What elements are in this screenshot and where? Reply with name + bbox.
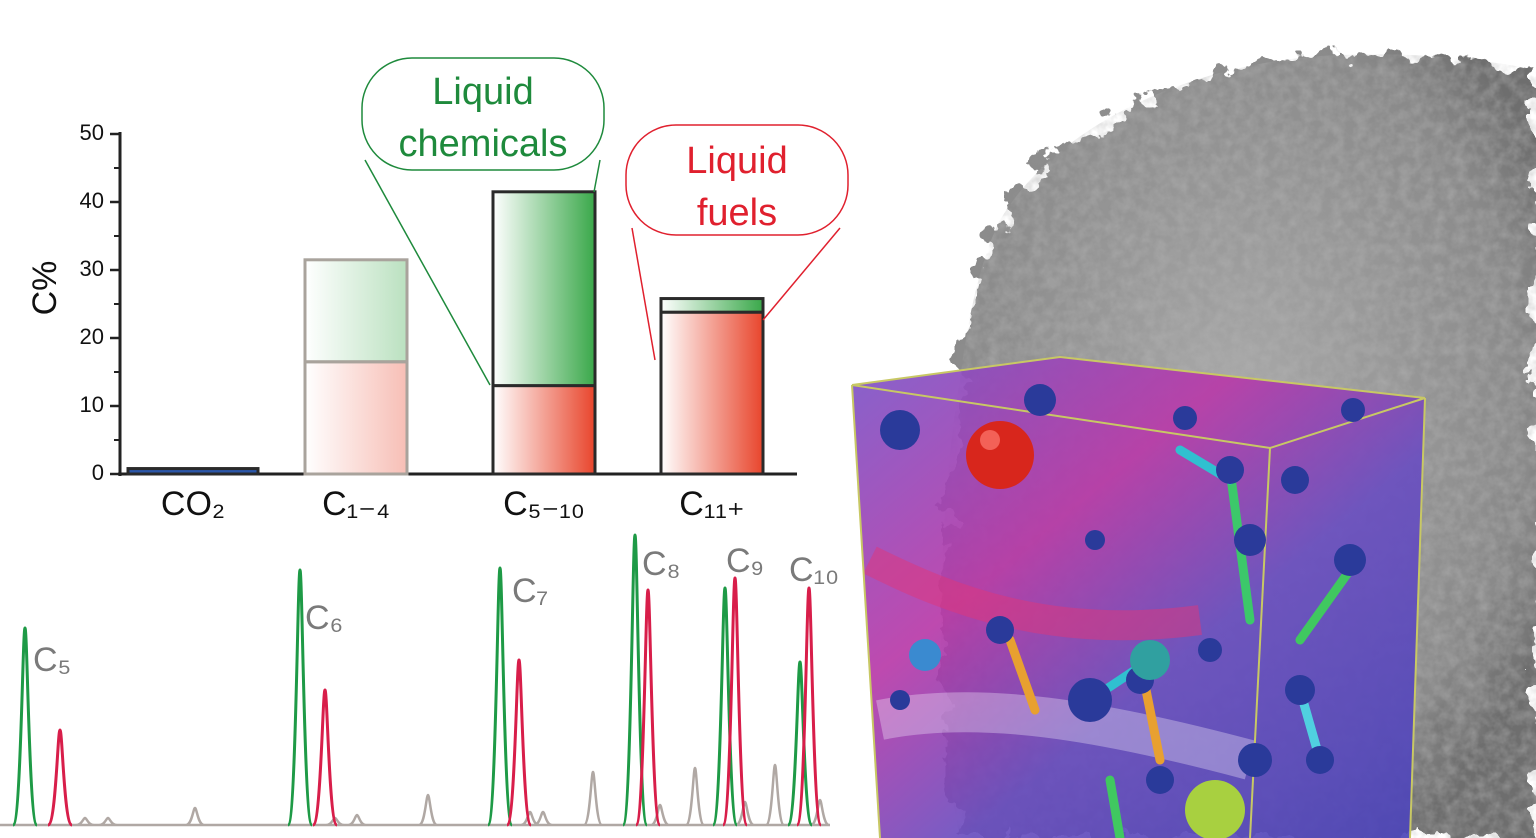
peak — [46, 728, 74, 827]
peak — [786, 660, 814, 827]
peak — [11, 626, 39, 827]
x-tick-label: C₁₁₊ — [679, 485, 744, 523]
y-tick-label: 20 — [80, 324, 104, 349]
callout-line — [631, 227, 656, 361]
callout-box — [625, 124, 849, 236]
callout-text: Liquid — [432, 71, 533, 113]
x-tick-label: CO₂ — [161, 485, 225, 523]
bar-segment — [491, 190, 597, 388]
peak — [795, 586, 823, 827]
peak-label: C₁₀ — [789, 551, 839, 589]
peak-label: C₅ — [33, 641, 71, 679]
peak — [311, 688, 339, 827]
peak — [711, 586, 739, 827]
callout-text: Liquid — [686, 140, 787, 182]
peak — [721, 576, 749, 827]
callout-box — [361, 57, 605, 171]
y-tick-label: 10 — [80, 392, 104, 417]
bar-segment — [303, 360, 409, 476]
peak-label: C₆ — [305, 599, 343, 637]
callout-line — [364, 159, 491, 386]
bar-segment — [491, 384, 597, 476]
callout-text: chemicals — [399, 123, 568, 165]
peak — [634, 588, 662, 827]
bar-segment — [659, 297, 765, 314]
callout-line — [593, 159, 601, 193]
y-tick-label: 40 — [80, 188, 104, 213]
bars — [126, 190, 765, 476]
bar-segment — [659, 310, 765, 476]
y-axis-label: C% — [26, 261, 64, 316]
chromatogram: C₅ C₆ C₇ C₈ C₉ C₁₀ — [0, 533, 839, 827]
callout-text: fuels — [697, 192, 777, 234]
peak-label: C₇ — [512, 572, 548, 610]
x-tick-label: C₁₋₄ — [322, 485, 390, 523]
peak — [505, 658, 533, 827]
callouts: Liquid chemicals Liquid fuels — [361, 57, 849, 386]
molecular-cube — [851, 355, 1426, 838]
peak — [486, 566, 514, 827]
peak — [286, 568, 314, 827]
bar-segment — [126, 467, 260, 476]
peak-label: C₈ — [642, 545, 681, 583]
bar-segment — [303, 258, 409, 364]
y-tick-label: 50 — [80, 120, 104, 145]
y-tick-label: 30 — [80, 256, 104, 281]
chromatogram-baseline — [0, 763, 830, 827]
y-tick-label: 0 — [92, 460, 104, 485]
x-tick-label: C₅₋₁₀ — [503, 485, 585, 523]
callout-line — [762, 227, 841, 321]
peak-label: C₉ — [726, 542, 764, 580]
